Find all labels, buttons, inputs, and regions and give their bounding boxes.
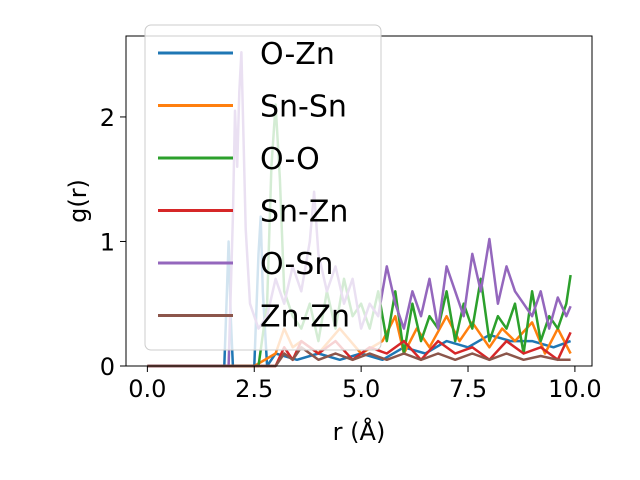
x-axis: 0.0 2.5 5.0 7.5 10.0	[128, 366, 602, 403]
x-tick-label: 5.0	[342, 375, 380, 403]
y-tick-label: 1	[100, 228, 115, 256]
legend-label: Sn-Sn	[260, 90, 347, 125]
x-tick-label: 10.0	[548, 375, 601, 403]
y-tick-label: 2	[100, 104, 115, 132]
x-tick-label: 7.5	[449, 375, 487, 403]
y-axis: 0 1 2	[100, 104, 126, 381]
y-tick-label: 0	[100, 353, 115, 381]
x-axis-label: r (Å)	[333, 417, 386, 446]
series-line-zn-zn	[147, 346, 571, 368]
legend-label: Sn-Zn	[260, 195, 348, 230]
x-tick-label: 0.0	[128, 375, 166, 403]
legend-label: Zn-Zn	[260, 300, 350, 335]
y-axis-label: g(r)	[64, 179, 92, 223]
legend: O-Zn Sn-Sn O-O Sn-Zn O-Sn Zn-Zn	[144, 24, 382, 351]
legend-label: O-Sn	[260, 247, 333, 282]
legend-label: O-O	[260, 142, 320, 177]
legend-label: O-Zn	[260, 37, 335, 72]
x-tick-label: 2.5	[235, 375, 273, 403]
